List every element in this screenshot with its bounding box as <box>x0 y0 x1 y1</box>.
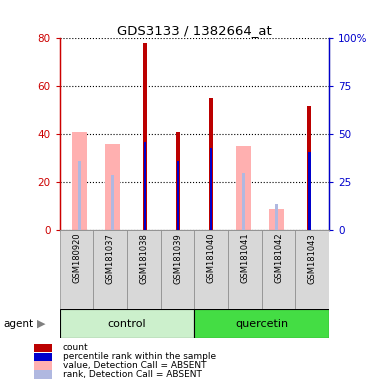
Bar <box>308 152 311 230</box>
Text: GSM181041: GSM181041 <box>241 233 249 283</box>
Bar <box>78 161 81 230</box>
Bar <box>228 230 262 309</box>
Bar <box>72 132 87 230</box>
Bar <box>144 142 146 230</box>
Bar <box>60 230 93 309</box>
Bar <box>177 161 179 230</box>
Text: GSM180920: GSM180920 <box>72 233 81 283</box>
Bar <box>105 144 120 230</box>
Text: value, Detection Call = ABSENT: value, Detection Call = ABSENT <box>63 361 206 370</box>
Bar <box>93 230 127 309</box>
Bar <box>127 230 161 309</box>
Text: agent: agent <box>4 318 34 329</box>
Text: control: control <box>108 318 146 329</box>
Bar <box>194 309 329 338</box>
Text: rank, Detection Call = ABSENT: rank, Detection Call = ABSENT <box>63 370 201 379</box>
Bar <box>143 43 147 230</box>
Text: percentile rank within the sample: percentile rank within the sample <box>63 352 216 361</box>
Bar <box>194 230 228 309</box>
Bar <box>60 309 194 338</box>
Bar <box>262 230 296 309</box>
Bar <box>242 173 245 230</box>
Text: GSM181043: GSM181043 <box>308 233 317 283</box>
Bar <box>161 230 194 309</box>
Bar <box>236 146 251 230</box>
Bar <box>308 106 311 230</box>
Text: GSM181038: GSM181038 <box>139 233 148 284</box>
Text: GSM181040: GSM181040 <box>207 233 216 283</box>
Text: count: count <box>63 343 88 353</box>
Bar <box>209 98 213 230</box>
Bar <box>296 230 329 309</box>
Title: GDS3133 / 1382664_at: GDS3133 / 1382664_at <box>117 24 272 37</box>
Text: quercetin: quercetin <box>235 318 288 329</box>
Bar <box>269 209 284 230</box>
Bar <box>110 175 114 230</box>
Bar <box>34 353 52 361</box>
Text: GSM181037: GSM181037 <box>106 233 115 284</box>
Bar <box>176 132 180 230</box>
Bar <box>275 204 278 230</box>
Text: GSM181042: GSM181042 <box>274 233 283 283</box>
Bar <box>34 361 52 370</box>
Bar <box>209 148 212 230</box>
Bar <box>34 344 52 352</box>
Bar <box>34 370 52 379</box>
Text: GSM181039: GSM181039 <box>173 233 182 283</box>
Text: ▶: ▶ <box>37 318 45 329</box>
